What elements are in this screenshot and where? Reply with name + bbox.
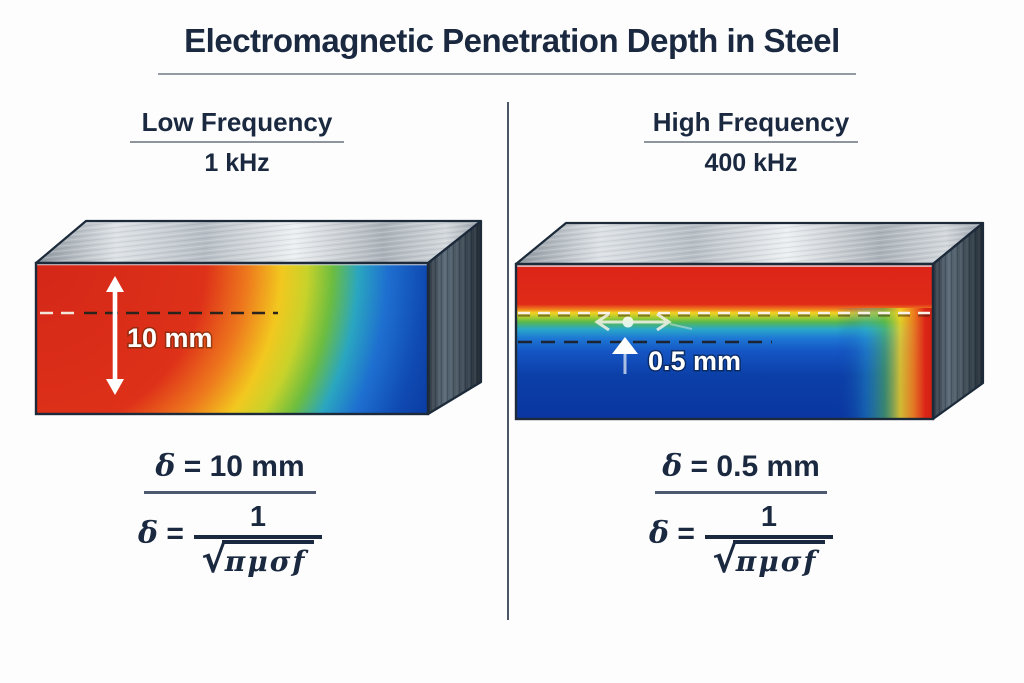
- panel-header-high-frequency: High Frequency 400 kHz: [576, 106, 926, 178]
- block-side-face-high-texture: [933, 223, 983, 419]
- result-equation-low: δ = 10 mm: [55, 449, 405, 484]
- depth-pointer-arrow-high: [612, 337, 638, 374]
- depth-label-low: 10 mm: [127, 323, 213, 353]
- equals-sign: =: [677, 517, 695, 550]
- equals-sign: =: [690, 450, 709, 483]
- fraction-bar-high: [704, 535, 833, 539]
- numerator-low: 1: [249, 501, 266, 533]
- radicand-low: πμσf: [221, 540, 315, 579]
- equals-sign: =: [183, 450, 202, 483]
- formula-section-high: δ = 0.5 mm δ = 1 √ πμσf: [566, 449, 916, 579]
- block-top-face-high-texture: [516, 223, 983, 264]
- result-underline-high: [655, 491, 827, 494]
- panel-heading-low: Low Frequency: [141, 107, 333, 137]
- depth-value-low: 10 mm: [209, 450, 305, 483]
- page-title: Electromagnetic Penetration Depth in Ste…: [184, 22, 840, 59]
- skin-depth-formula-low: δ = 1 √ πμσf: [55, 502, 405, 579]
- delta-symbol: δ: [138, 516, 159, 551]
- block-side-face-low-texture: [428, 221, 481, 414]
- fraction-low: 1 √ πμσf: [193, 501, 322, 581]
- steel-block-high-frequency: 0.5 mm: [514, 221, 985, 421]
- depth-arrow-low: [106, 276, 124, 395]
- panel-divider: [507, 102, 509, 620]
- equals-sign: =: [166, 517, 184, 550]
- numerator-high: 1: [760, 501, 777, 533]
- radical-high: √ πμσf: [712, 537, 826, 581]
- result-equation-high: δ = 0.5 mm: [566, 449, 916, 484]
- measure-arrow-glyph-high: [594, 312, 693, 332]
- radical-low: √ πμσf: [201, 537, 315, 581]
- sqrt-symbol: √: [201, 537, 227, 581]
- depth-value-high: 0.5 mm: [716, 450, 820, 483]
- panel-heading-underline-high: [644, 141, 858, 143]
- delta-symbol: δ: [649, 516, 670, 551]
- title-underline: [158, 73, 856, 75]
- skin-depth-formula-high: δ = 1 √ πμσf: [566, 502, 916, 579]
- panel-heading-underline-low: [130, 141, 344, 143]
- steel-block-low-frequency: 10 mm: [34, 219, 483, 416]
- delta-symbol: δ: [155, 449, 176, 484]
- panel-header-low-frequency: Low Frequency 1 kHz: [62, 106, 412, 178]
- radicand-high: πμσf: [732, 540, 826, 579]
- panel-heading-high: High Frequency: [652, 107, 850, 137]
- fraction-bar-low: [193, 535, 322, 539]
- frequency-value-high: 400 kHz: [704, 149, 798, 177]
- frequency-value-low: 1 kHz: [204, 149, 270, 177]
- formula-section-low: δ = 10 mm δ = 1 √ πμσf: [55, 449, 405, 579]
- fraction-high: 1 √ πμσf: [704, 501, 833, 581]
- delta-symbol: δ: [662, 449, 683, 484]
- sqrt-symbol: √: [712, 537, 738, 581]
- block-top-face-low-texture: [36, 221, 481, 263]
- block-outline-front-low: [34, 261, 430, 416]
- depth-label-high: 0.5 mm: [648, 346, 741, 376]
- block-front-face-heatmap-low: [36, 263, 428, 414]
- heatmap-right-edge-wrap-high: [836, 308, 933, 419]
- block-outline-front-high: [514, 262, 935, 421]
- result-underline-low: [144, 491, 316, 494]
